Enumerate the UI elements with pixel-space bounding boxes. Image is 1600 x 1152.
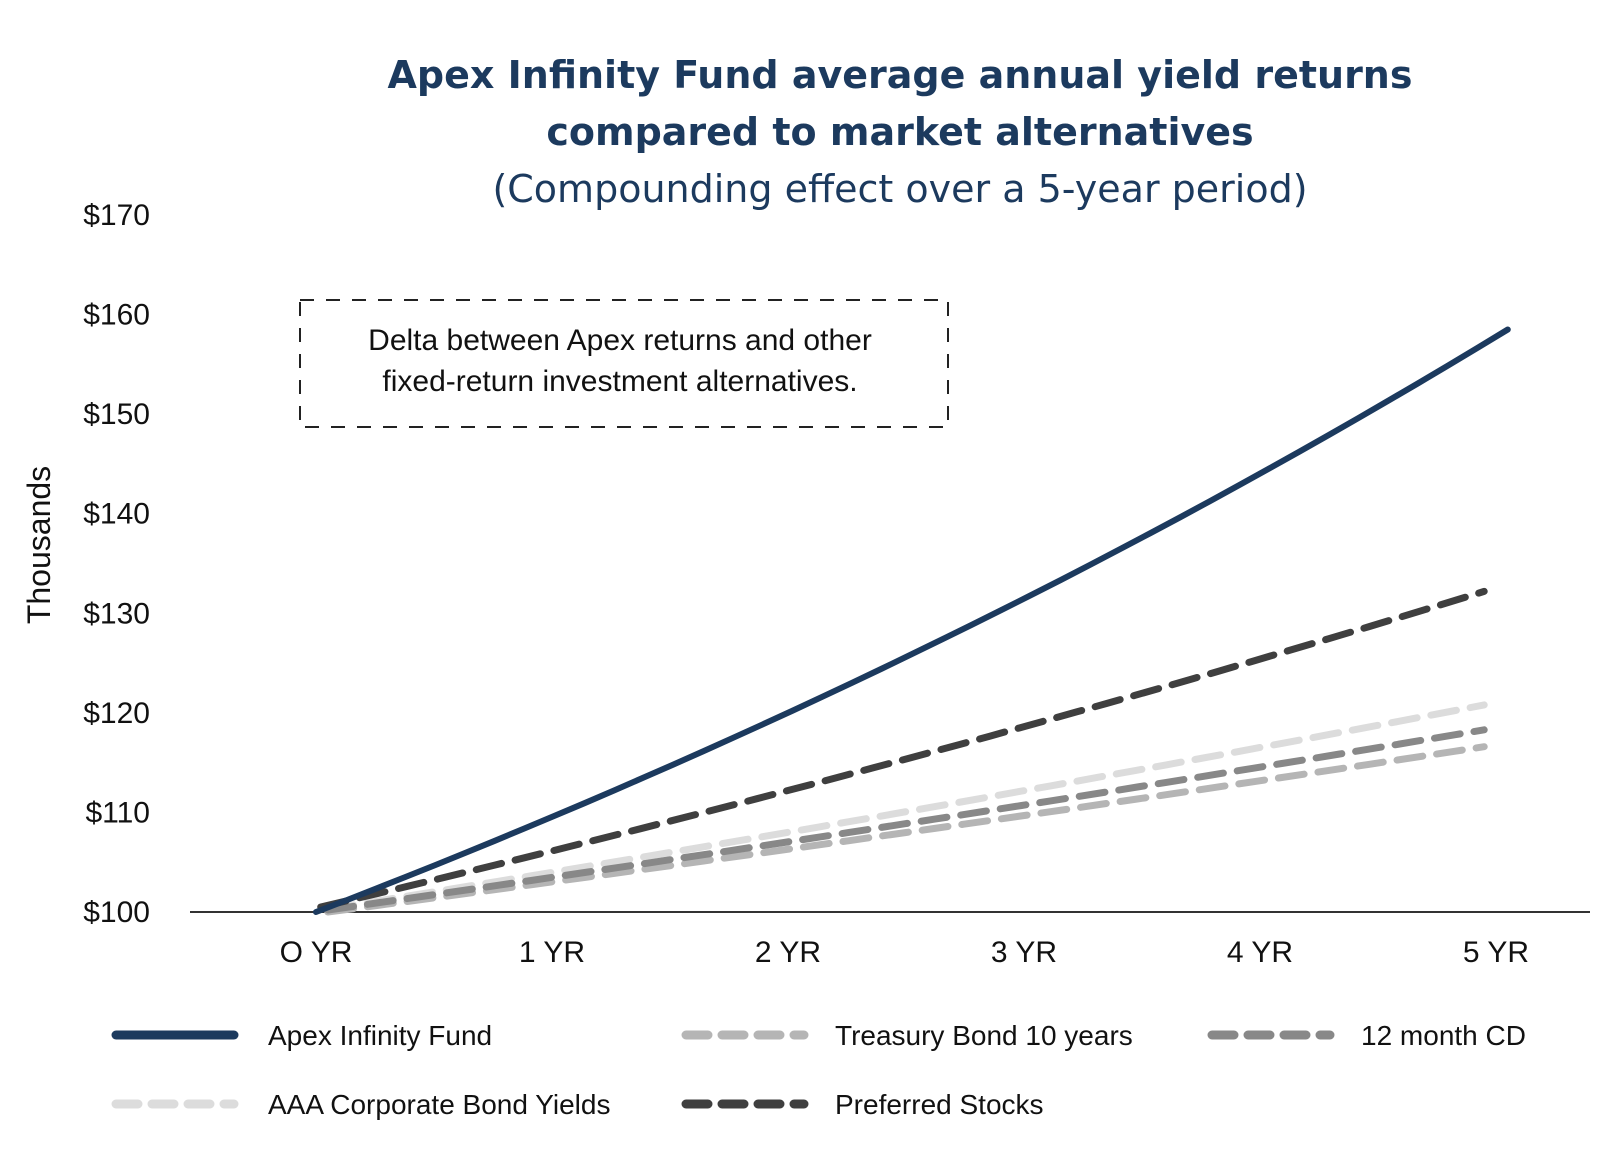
y-tick-label: $110 bbox=[85, 796, 150, 829]
x-tick-label: 2 YR bbox=[755, 936, 821, 969]
series-line-apex-infinity-fund bbox=[313, 326, 1511, 915]
y-tick-label: $160 bbox=[83, 299, 150, 332]
y-tick-label: $140 bbox=[83, 498, 150, 531]
chart-title-line-2: compared to market alternatives bbox=[546, 110, 1253, 154]
chart-title-line-1: Apex Infinity Fund average annual yield … bbox=[388, 53, 1413, 97]
series-line-aaa-corporate-bond-yields bbox=[324, 701, 1488, 913]
chart-subtitle: (Compounding effect over a 5-year period… bbox=[492, 167, 1307, 211]
x-tick-label: 1 YR bbox=[519, 936, 585, 969]
series-line-preferred-stocks bbox=[317, 587, 1488, 911]
series-lines bbox=[313, 326, 1511, 916]
x-tick-label: 4 YR bbox=[1227, 936, 1293, 969]
legend-label-treasury-bond-10-years: Treasury Bond 10 years bbox=[835, 1020, 1133, 1051]
x-axis-ticks: O YR 1 YR 2 YR 3 YR 4 YR 5 YR bbox=[280, 936, 1529, 969]
y-tick-label: $100 bbox=[83, 896, 150, 929]
annotation-line-2: fixed-return investment alternatives. bbox=[382, 365, 857, 398]
annotation-box bbox=[299, 299, 949, 428]
y-tick-label: $170 bbox=[83, 199, 150, 232]
legend-label-preferred-stocks: Preferred Stocks bbox=[835, 1089, 1044, 1120]
x-tick-label: 5 YR bbox=[1463, 936, 1529, 969]
delta-annotation: Delta between Apex returns and other fix… bbox=[299, 299, 949, 428]
y-tick-label: $130 bbox=[83, 597, 150, 630]
legend-label-apex-infinity-fund: Apex Infinity Fund bbox=[268, 1020, 492, 1051]
legend-label-12-month-cd: 12 month CD bbox=[1361, 1020, 1526, 1051]
x-tick-label: O YR bbox=[280, 936, 353, 969]
y-tick-label: $120 bbox=[83, 697, 150, 730]
chart-legend: Apex Infinity Fund Treasury Bond 10 years… bbox=[111, 1020, 1526, 1120]
y-axis-label: Thousands bbox=[21, 466, 57, 624]
series-line-12-month-cd bbox=[324, 726, 1488, 914]
annotation-line-1: Delta between Apex returns and other bbox=[368, 324, 872, 357]
series-line-treasury-bond-10-years bbox=[324, 743, 1488, 916]
legend-label-aaa-corporate-bond-yields: AAA Corporate Bond Yields bbox=[268, 1089, 610, 1120]
y-axis-ticks: $100 $110 $120 $130 $140 $150 $160 $170 bbox=[83, 199, 150, 929]
x-tick-label: 3 YR bbox=[991, 936, 1057, 969]
y-tick-label: $150 bbox=[83, 398, 150, 431]
